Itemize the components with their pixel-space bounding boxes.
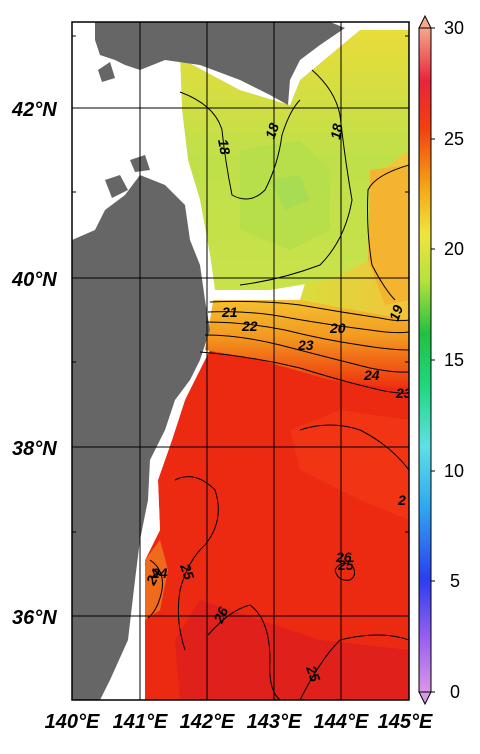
- lon-label-142e: 142°E: [180, 711, 235, 733]
- colorbar-bottom-arrow: [418, 691, 432, 706]
- lon-label-144e: 144°E: [314, 711, 369, 733]
- contour-labels: 18 18 18 19 20 21 22 23 24 23 25 24 26 2…: [142, 121, 412, 684]
- colorbar-tick-30: 30: [444, 18, 464, 38]
- contour-lines: [147, 69, 409, 700]
- contour-label: 23: [395, 385, 412, 401]
- graticule: [72, 22, 409, 700]
- contour-label: 18: [215, 138, 233, 156]
- colorbar-top-arrow: [418, 14, 432, 29]
- temperature-field: [145, 30, 409, 700]
- contour-label: 18: [262, 121, 282, 141]
- map-area: 18 18 18 19 20 21 22 23 24 23 25 24 26 2…: [72, 22, 412, 700]
- contour-label: 22: [241, 318, 258, 334]
- colorbar-tick-15: 15: [444, 350, 464, 370]
- lat-label-40n: 40°N: [11, 269, 57, 291]
- colorbar-gradient: [418, 27, 432, 693]
- map-frame: [71, 21, 410, 701]
- contour-label: 2: [397, 492, 406, 508]
- lon-label-140e: 140°E: [45, 711, 100, 733]
- contour-label: 23: [297, 337, 314, 353]
- contour-label: 18: [327, 122, 345, 140]
- contour-label: 25: [337, 557, 354, 573]
- contour-label: 24: [151, 565, 168, 581]
- longitude-labels: 140°E 141°E 142°E 143°E 144°E 145°E: [45, 711, 433, 733]
- contour-label: 25: [303, 663, 324, 684]
- lat-label-36n: 36°N: [12, 607, 57, 629]
- lat-label-38n: 38°N: [12, 438, 57, 460]
- contour-label: 26: [335, 549, 352, 565]
- contour-label: 19: [386, 303, 406, 323]
- latitude-labels: 42°N 40°N 38°N 36°N: [11, 99, 57, 629]
- lon-label-143e: 143°E: [247, 711, 302, 733]
- colorbar-tick-5: 5: [450, 571, 460, 591]
- lon-label-145e: 145°E: [378, 711, 433, 733]
- colorbar-tick-20: 20: [444, 239, 464, 259]
- colorbar-tick-0: 0: [450, 682, 460, 702]
- colorbar-tick-25: 25: [444, 129, 464, 149]
- colorbar: 30 25 20 15 10 5 0: [418, 14, 464, 706]
- contour-label: 24: [142, 566, 164, 589]
- contour-label: 25: [177, 561, 198, 582]
- contour-label: 20: [329, 320, 346, 336]
- contour-label: 21: [221, 304, 238, 320]
- frame-ticks: [72, 35, 409, 533]
- lat-label-42n: 42°N: [11, 99, 57, 121]
- contour-label: 26: [210, 604, 232, 626]
- lon-label-141e: 141°E: [113, 711, 168, 733]
- contour-label: 24: [363, 367, 380, 383]
- colorbar-tick-10: 10: [444, 461, 464, 481]
